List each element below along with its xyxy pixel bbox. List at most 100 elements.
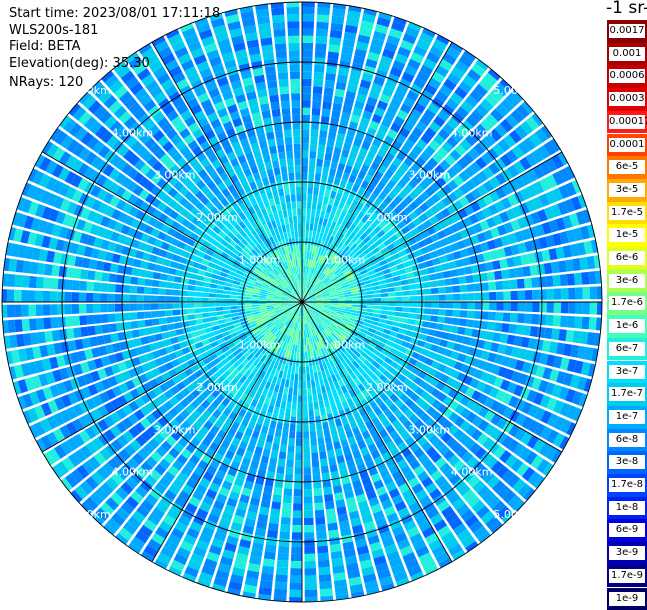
data-cell	[273, 29, 285, 37]
data-cell	[36, 318, 44, 330]
data-cell	[327, 413, 334, 421]
data-cell	[330, 544, 342, 553]
data-cell	[297, 345, 300, 352]
data-cell	[547, 302, 554, 313]
data-cell	[319, 451, 327, 459]
data-cell	[195, 286, 203, 291]
data-cell	[217, 280, 225, 285]
data-cell	[302, 14, 314, 21]
data-cell	[568, 302, 575, 314]
data-cell	[73, 327, 81, 338]
data-cell	[381, 297, 388, 301]
data-cell	[304, 467, 311, 474]
data-cell	[102, 324, 110, 333]
data-cell	[294, 352, 297, 359]
data-cell	[291, 201, 296, 209]
data-cell	[296, 424, 302, 431]
data-cell	[115, 304, 122, 312]
data-cell	[173, 310, 181, 316]
data-cell	[195, 313, 203, 318]
data-cell	[467, 302, 474, 309]
data-cell	[489, 302, 496, 310]
data-cell	[272, 15, 285, 23]
data-cell	[216, 311, 224, 315]
data-cell	[532, 290, 540, 300]
data-cell	[422, 275, 430, 282]
data-cell	[307, 209, 311, 216]
data-cell	[293, 511, 302, 518]
data-cell	[310, 424, 316, 432]
data-cell	[276, 58, 287, 66]
data-cell	[87, 270, 95, 280]
data-cell	[313, 394, 318, 402]
data-cell	[329, 37, 341, 46]
data-cell	[523, 325, 531, 336]
data-cell	[161, 266, 169, 274]
data-cell	[330, 427, 337, 435]
data-cell	[387, 311, 395, 316]
data-cell	[14, 290, 21, 302]
data-cell	[441, 332, 449, 340]
data-cell	[298, 396, 302, 403]
data-cell	[436, 323, 444, 330]
data-cell	[303, 381, 307, 388]
data-cell	[144, 279, 152, 286]
data-cell	[201, 308, 209, 313]
data-cell	[318, 195, 324, 203]
data-cell	[324, 399, 330, 407]
data-cell	[326, 66, 337, 74]
data-cell	[145, 319, 153, 327]
data-cell	[545, 276, 553, 287]
data-cell	[287, 209, 292, 217]
data-cell	[44, 264, 53, 276]
data-cell	[208, 298, 215, 302]
data-cell	[174, 322, 182, 329]
data-cell	[525, 302, 532, 312]
data-cell	[160, 273, 168, 280]
data-cell	[380, 288, 388, 292]
data-cell	[331, 551, 343, 560]
data-cell	[294, 223, 298, 230]
data-cell	[238, 309, 245, 313]
data-cell	[321, 415, 327, 423]
data-cell	[2, 289, 7, 302]
data-cell	[7, 305, 15, 318]
data-cell	[328, 51, 339, 59]
data-cell	[280, 444, 287, 452]
data-cell	[394, 281, 402, 286]
data-cell	[314, 495, 323, 503]
data-cell	[86, 281, 94, 291]
data-cell	[302, 158, 308, 165]
data-cell	[327, 391, 333, 399]
data-cell	[333, 147, 341, 156]
data-cell	[44, 331, 53, 343]
data-cell	[275, 574, 287, 582]
data-cell	[326, 508, 336, 516]
data-cell	[315, 416, 321, 424]
data-cell	[329, 398, 335, 406]
data-cell	[453, 302, 460, 309]
data-cell	[417, 302, 424, 307]
data-cell	[173, 283, 181, 289]
data-cell	[275, 582, 288, 590]
data-cell	[285, 474, 293, 482]
data-cell	[122, 294, 129, 302]
data-cell	[305, 244, 308, 251]
data-cell	[359, 295, 366, 298]
data-cell	[216, 294, 223, 298]
data-cell	[203, 277, 211, 283]
data-cell	[451, 277, 459, 285]
data-cell	[312, 387, 317, 395]
data-cell	[280, 94, 289, 102]
data-cell	[546, 315, 554, 326]
data-cell	[269, 198, 275, 206]
data-cell	[175, 329, 183, 336]
data-cell	[287, 453, 294, 461]
data-cell	[319, 581, 332, 589]
data-cell	[87, 326, 95, 336]
data-cell	[244, 302, 251, 305]
data-cell	[273, 407, 279, 415]
data-cell	[283, 423, 289, 431]
data-cell	[283, 387, 288, 395]
data-cell	[154, 264, 162, 272]
